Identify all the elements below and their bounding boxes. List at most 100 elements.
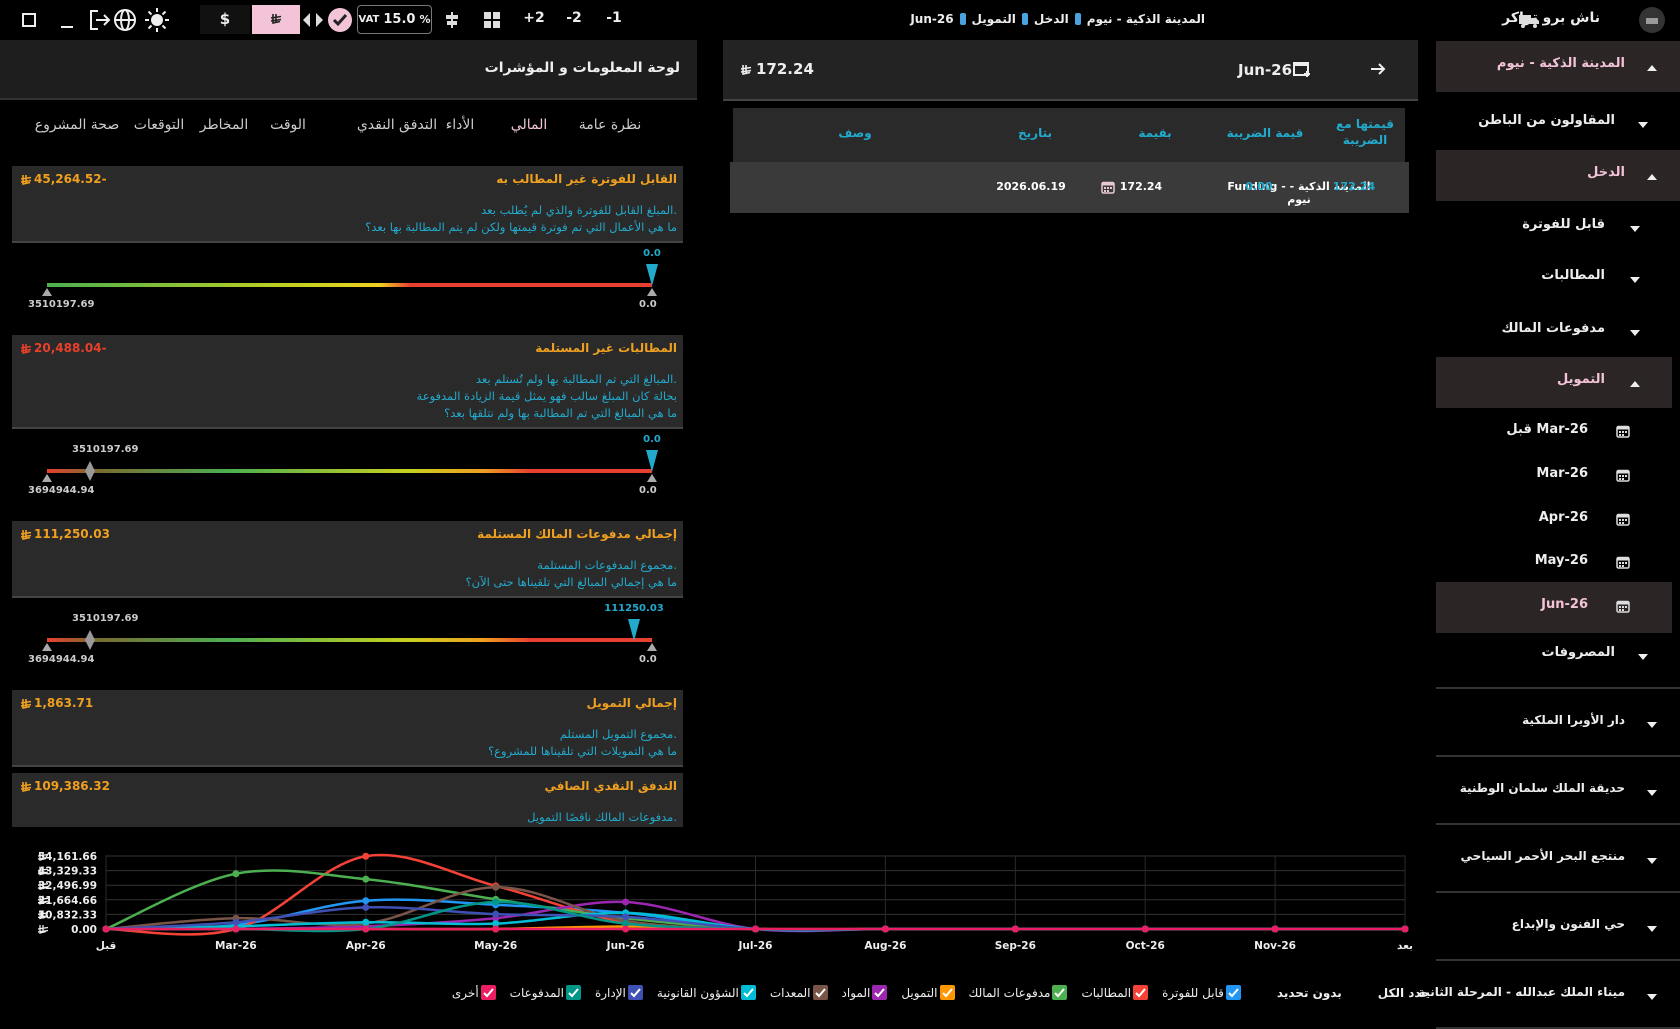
tab[interactable]: المخاطر xyxy=(199,117,249,133)
legend-checkbox xyxy=(1052,985,1068,1000)
calendar-icon xyxy=(1616,512,1630,526)
sidebar-highlight xyxy=(1436,582,1672,633)
chevron-icon[interactable] xyxy=(1629,222,1641,232)
x-tick-label: May-26 xyxy=(474,940,517,952)
legend-item[interactable]: الإدارة xyxy=(595,985,643,1000)
vat-value: 15.0 xyxy=(383,12,416,27)
gauge-marker xyxy=(646,264,658,286)
table-cell: Funding - المدينة الذكية - نيوم xyxy=(1227,180,1371,206)
chevron-icon[interactable] xyxy=(1629,326,1641,336)
sidebar-item[interactable]: مدفوعات المالك xyxy=(1501,321,1606,336)
legend-item[interactable]: مدفوعات المالك xyxy=(969,985,1068,1000)
data-point xyxy=(362,925,370,933)
sidebar-item[interactable]: المطالبات xyxy=(1541,268,1605,283)
sun-icon[interactable] xyxy=(145,8,169,32)
chevron-icon[interactable] xyxy=(1637,650,1649,660)
check-icon[interactable] xyxy=(327,7,353,33)
chevron-icon[interactable] xyxy=(1646,854,1658,864)
calendar-icon xyxy=(1616,424,1630,438)
tab[interactable]: الأداء xyxy=(445,117,475,133)
ledger-panel: 172.24 Jun-26 وصف بتاريخ بقيمة قيمة الضريبة قي… xyxy=(723,40,1418,840)
sidebar-item[interactable]: قبل Mar-26 xyxy=(1506,422,1588,437)
tab[interactable]: صحة المشروع xyxy=(34,117,120,133)
chevron-icon[interactable] xyxy=(1646,718,1658,728)
chevron-icon[interactable] xyxy=(1629,377,1641,387)
sidebar-item[interactable]: Mar-26 xyxy=(1536,466,1588,481)
sidebar-item[interactable]: دار الأوبرا الملكية xyxy=(1522,713,1625,727)
tab[interactable]: المالي xyxy=(510,117,548,133)
line-chart: 0.00 10,832.33 21,664.66 32,496.99 43,329.33… xyxy=(38,851,1413,952)
data-point xyxy=(232,918,240,926)
card-description xyxy=(12,362,683,427)
legend-item[interactable]: أخرى xyxy=(452,985,496,1000)
sidebar-item[interactable]: منتجع البحر الأحمر السياحي xyxy=(1460,849,1625,863)
data-point xyxy=(752,925,759,933)
legend-item[interactable]: الشؤون القانونية xyxy=(657,985,756,1000)
sidebar-divider xyxy=(1436,755,1680,757)
arrows-icon[interactable] xyxy=(302,11,324,29)
legend-item[interactable]: المواد xyxy=(842,985,888,1000)
logout-icon[interactable] xyxy=(89,9,111,31)
sidebar-item[interactable]: التمويل xyxy=(1557,372,1605,387)
x-tick-label: Oct-26 xyxy=(1126,940,1165,952)
chevron-icon[interactable] xyxy=(1646,990,1658,1000)
legend-item[interactable]: المطالبات xyxy=(1081,985,1149,1000)
sidebar-item[interactable]: ميناء الملك عبدالله - المرحلة الثانية xyxy=(1418,985,1625,999)
vat-box[interactable]: VAT 15.0% xyxy=(357,5,432,34)
data-point xyxy=(362,903,370,911)
legend-item[interactable]: قابل للفوترة xyxy=(1162,985,1241,1000)
chevron-icon[interactable] xyxy=(1637,118,1649,128)
step-button[interactable]: +2 xyxy=(523,10,545,26)
sidebar-item[interactable]: المدينة الذكية - نيوم xyxy=(1496,56,1625,71)
sidebar-item[interactable]: المقاولون من الباطن xyxy=(1478,113,1615,128)
sidebar-item[interactable]: May-26 xyxy=(1534,553,1588,568)
maximize-icon[interactable] xyxy=(22,13,36,27)
tab[interactable]: الوقت xyxy=(270,117,306,133)
step-button[interactable]: -2 xyxy=(566,10,582,26)
y-tick-label: 10,832.33 xyxy=(38,909,97,921)
table-header-cell: بتاريخ xyxy=(1018,126,1052,140)
sidebar-item[interactable]: الدخل xyxy=(1587,165,1625,180)
align-icon[interactable] xyxy=(444,11,460,29)
dollar-button[interactable]: $ xyxy=(200,5,250,34)
chevron-icon[interactable] xyxy=(1629,273,1641,283)
step-button[interactable]: -1 xyxy=(606,10,622,26)
tab[interactable]: التدفق النقدي xyxy=(356,117,438,133)
sidebar-item[interactable]: المصروفات xyxy=(1541,645,1616,660)
chevron-icon[interactable] xyxy=(1646,61,1658,71)
sidebar-item[interactable]: Jun-26 xyxy=(1541,597,1588,612)
minimize-icon[interactable] xyxy=(61,18,73,28)
chevron-icon[interactable] xyxy=(1646,786,1658,796)
legend-label: قابل للفوترة xyxy=(1162,985,1224,1000)
legend-item[interactable]: المعدات xyxy=(770,985,828,1000)
layout-icon[interactable] xyxy=(483,11,501,29)
truck-icon[interactable] xyxy=(1518,11,1540,29)
chevron-icon[interactable] xyxy=(1646,922,1658,932)
legend-item[interactable]: المدفوعات xyxy=(510,985,581,1000)
next-arrow[interactable] xyxy=(1370,62,1386,76)
legend-action[interactable]: حدد الكل xyxy=(1377,985,1430,1000)
sidebar-item[interactable]: Apr-26 xyxy=(1538,510,1588,525)
y-tick-label: 43,329.33 xyxy=(38,866,97,878)
riyal-button[interactable] xyxy=(252,5,300,34)
tab[interactable]: نظرة عامة xyxy=(578,117,642,133)
dashboard-header xyxy=(0,40,697,100)
add-calendar-icon[interactable] xyxy=(1293,61,1311,77)
legend-checkbox xyxy=(565,985,581,1000)
data-point xyxy=(492,898,500,906)
globe-icon[interactable] xyxy=(114,9,136,31)
tab[interactable]: التوقعات xyxy=(133,117,185,133)
sidebar-item[interactable]: حديقة الملك سلمان الوطنية xyxy=(1459,781,1625,795)
card-header xyxy=(12,166,683,193)
legend-checkbox xyxy=(1133,985,1149,1000)
sidebar-item[interactable]: قابل للفوترة xyxy=(1522,217,1605,232)
ledger-row[interactable]: Funding - المدينة الذكية - نيوم 2026.06.1… xyxy=(730,162,1409,213)
sidebar-item[interactable]: حي الفنون والإبداع xyxy=(1511,917,1625,931)
description-line: مدفوعات المالك ناقصًا التمويل. xyxy=(527,810,677,824)
app-name: ناش برو تراكر xyxy=(1502,10,1600,26)
x-tick-label: Sep-26 xyxy=(995,940,1036,952)
legend-item[interactable]: التمويل xyxy=(901,985,955,1000)
chevron-icon[interactable] xyxy=(1646,170,1658,180)
chart-area: 0.00 10,832.33 21,664.66 32,496.99 43,329.33… xyxy=(0,840,1436,970)
legend-action[interactable]: بدون تحديد xyxy=(1276,985,1342,1000)
